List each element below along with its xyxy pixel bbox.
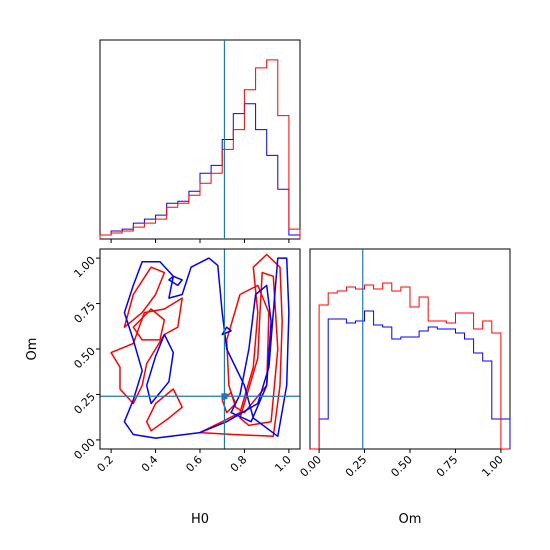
- contour-red-4: [145, 388, 183, 432]
- contour-blue-3: [168, 275, 183, 287]
- om-y-tick-label: 0.50: [71, 345, 98, 372]
- om-x-tick-label: 0.50: [388, 453, 415, 480]
- om-x-tick-label: 1.00: [479, 453, 506, 480]
- om-x-tick-label: 0.75: [434, 453, 461, 480]
- om-y-tick-label: 0.25: [71, 390, 98, 417]
- om-y-tick-label: 1.00: [71, 254, 98, 281]
- om-axis-label: Om: [399, 512, 422, 527]
- h0-histogram-frame: [99, 39, 301, 240]
- h0-tick-label: 0.2: [94, 453, 116, 475]
- h0-tick-label: 1.0: [272, 453, 294, 475]
- h0-tick-label: 0.6: [183, 453, 205, 475]
- truth-marker: [221, 393, 228, 400]
- contour-blue-1: [230, 284, 272, 423]
- contour-blue-2: [145, 333, 175, 405]
- om-histogram-red: [310, 282, 510, 450]
- om-y-tick-label: 0.75: [71, 299, 98, 326]
- h0-tick-label: 0.4: [139, 453, 161, 475]
- h0-axis-label: H0: [191, 512, 209, 527]
- om-x-tick-label: 0.25: [343, 453, 370, 480]
- contour-blue-0: [123, 257, 290, 439]
- contour-red-6: [132, 308, 166, 341]
- om-y-tick-label: 0.00: [71, 436, 98, 463]
- om-histogram-blue: [310, 310, 511, 450]
- contour-red-5: [123, 266, 166, 328]
- contour-red-7: [221, 391, 237, 414]
- om-histogram-frame: [309, 248, 511, 450]
- om-y-axis-label: Om: [25, 338, 40, 361]
- om-histogram-panel: 0.00 0.25 0.50 0.75 1.00 Om: [298, 248, 511, 527]
- h0-histogram-blue: [99, 103, 301, 239]
- h0-histogram-red: [99, 59, 301, 239]
- h0-tick-label: 0.8: [228, 453, 250, 475]
- h0-histogram-panel: [99, 39, 301, 243]
- om-x-tick-label: 0.00: [298, 453, 325, 480]
- contour-panel: 0.2 0.4 0.6 0.8 1.0 0.00 0.25 0.50 0.75 1.00 H0 O…: [25, 248, 301, 527]
